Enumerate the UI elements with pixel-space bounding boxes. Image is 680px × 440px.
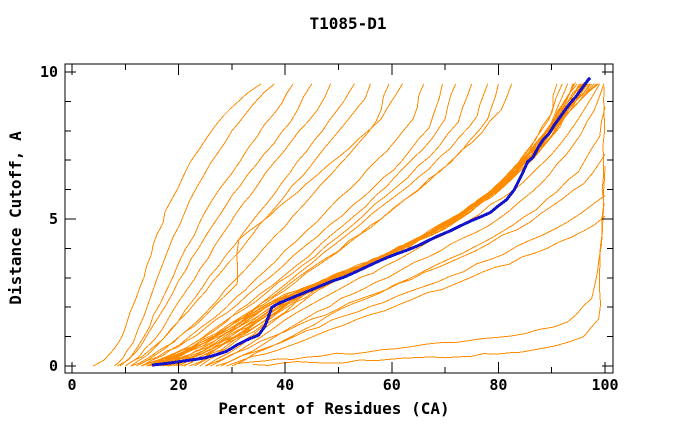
x-tick-label: 40 — [276, 376, 294, 394]
model-curve — [130, 83, 403, 367]
model-curve — [135, 83, 443, 367]
x-tick-label: 60 — [383, 376, 401, 394]
x-tick-label: 20 — [170, 376, 188, 394]
x-tick-label: 0 — [67, 376, 76, 394]
model-curve — [173, 83, 585, 367]
model-curve — [117, 83, 313, 367]
model-curve — [119, 83, 294, 367]
model-curve — [215, 195, 606, 367]
y-tick-label: 10 — [40, 63, 58, 81]
model-curve — [159, 83, 580, 367]
model-curve — [154, 82, 577, 367]
model-curve — [162, 83, 578, 367]
model-curve — [125, 83, 331, 367]
model-curve — [93, 83, 262, 367]
highlight-curve — [151, 76, 592, 367]
model-curve — [141, 83, 558, 367]
model-curve — [157, 83, 574, 367]
model-curve — [146, 83, 563, 367]
model-curve — [146, 83, 457, 367]
model-curve — [237, 166, 606, 365]
y-tick-label: 5 — [49, 210, 58, 228]
tick-label-layer: 0 20 40 60 80 100 0 5 10 — [40, 63, 619, 394]
x-tick-label: 80 — [489, 376, 507, 394]
y-axis-label: Distance Cutoff, A — [6, 131, 25, 305]
model-curve — [141, 83, 473, 367]
model-curve — [231, 107, 606, 367]
x-tick-label: 100 — [591, 376, 618, 394]
model-curve — [151, 83, 489, 367]
x-axis-label: Percent of Residues (CA) — [218, 399, 449, 418]
model-curve — [210, 83, 601, 367]
model-curve — [226, 215, 606, 367]
model-curve — [114, 83, 275, 367]
model-curve — [220, 83, 605, 367]
axes-layer — [64, 63, 614, 374]
model-curve — [125, 83, 371, 367]
curves-layer — [93, 76, 606, 367]
y-tick-label: 0 — [49, 357, 58, 375]
model-curve — [205, 154, 606, 367]
model-curve — [141, 83, 425, 367]
chart-title: T1085-D1 — [309, 14, 386, 33]
model-curve — [253, 86, 606, 366]
model-curve — [205, 83, 599, 367]
model-curve — [135, 83, 390, 367]
